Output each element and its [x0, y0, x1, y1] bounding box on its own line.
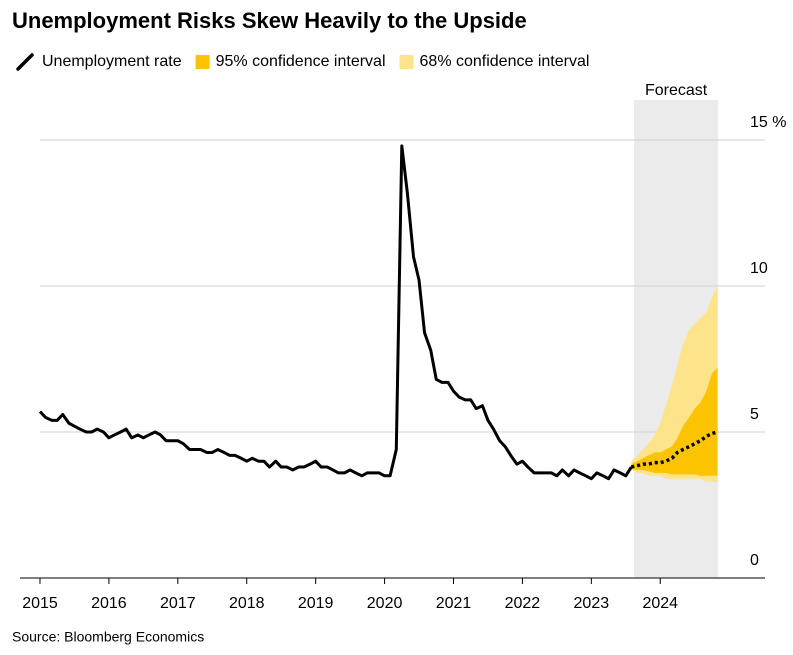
chart-title: Unemployment Risks Skew Heavily to the U… — [12, 8, 527, 33]
legend-swatch — [195, 55, 210, 69]
x-tick-label: 2023 — [574, 595, 610, 612]
source: Source: Bloomberg Economics — [12, 629, 204, 645]
line — [38, 144, 633, 481]
x-tick-label: 2019 — [298, 595, 334, 612]
x-tick-label: 2020 — [367, 595, 403, 612]
y-tick-label: 5 — [750, 406, 759, 423]
forecast-line — [630, 430, 718, 469]
legend-swatch — [399, 55, 414, 69]
y-tick-label: 10 — [750, 260, 768, 277]
x-tick-label: 2018 — [229, 595, 265, 612]
x-tick-label: 2015 — [22, 595, 58, 612]
legend-label: 95% confidence interval — [216, 53, 386, 70]
y-tick-label: 0 — [750, 552, 759, 569]
x-tick-label: 2017 — [160, 595, 196, 612]
y-tick-label: 15 % — [750, 114, 786, 131]
x-tick-label: 2021 — [436, 595, 472, 612]
x-tick-label: 2016 — [91, 595, 127, 612]
x-tick-label: 2022 — [505, 595, 541, 612]
legend-label: 68% confidence interval — [420, 53, 590, 70]
legend-line — [16, 53, 34, 71]
forecast-label: Forecast — [645, 82, 708, 99]
confidence-band — [631, 367, 718, 476]
legend-label: Unemployment rate — [42, 53, 182, 70]
x-tick-label: 2024 — [642, 595, 678, 612]
